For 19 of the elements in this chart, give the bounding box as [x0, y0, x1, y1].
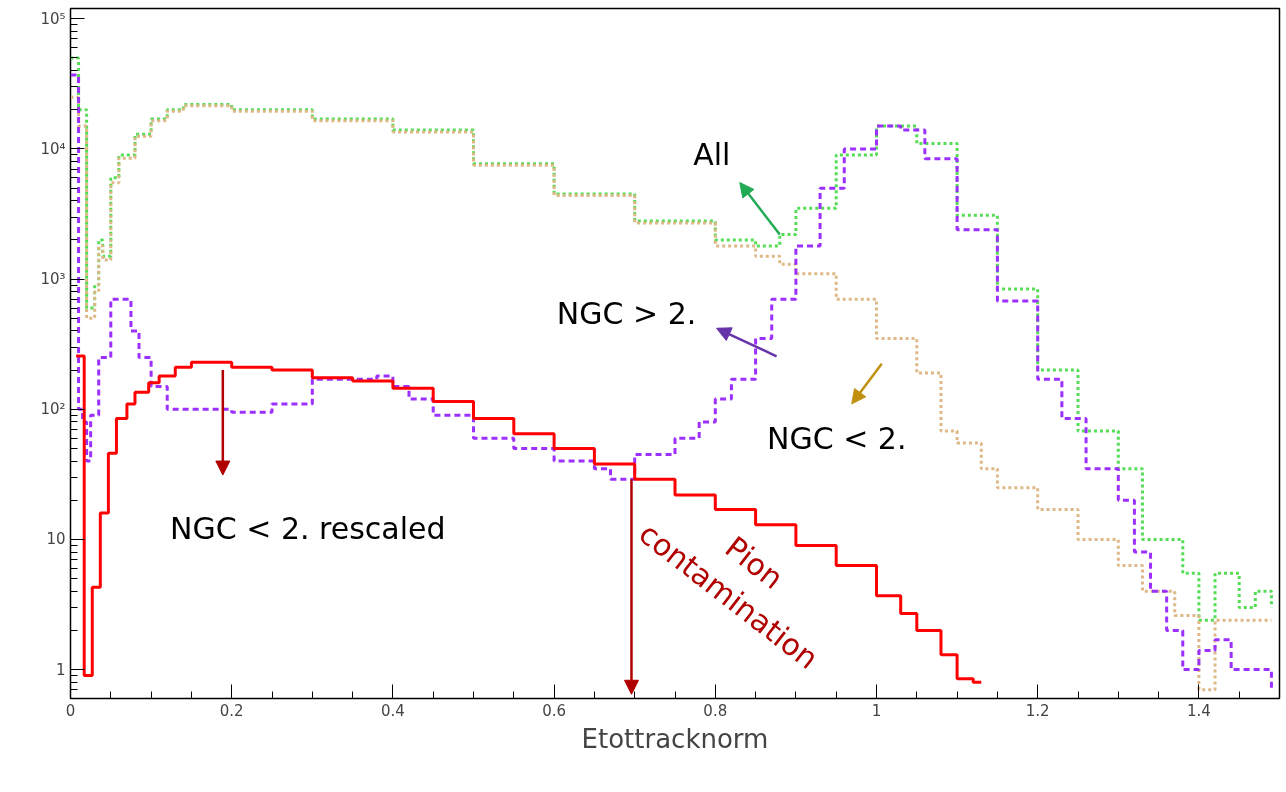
y-tick-label: 1 [55, 660, 66, 679]
y-tick-label: 10² [40, 400, 66, 419]
annotation: NGC > 2. [556, 295, 697, 331]
y-tick-label: 10⁴ [40, 139, 66, 158]
x-axis-title: Etottracknorm [581, 723, 769, 754]
x-tick-label: 0.6 [542, 701, 567, 720]
y-tick-label: 10³ [40, 270, 66, 289]
annotation: All [693, 137, 731, 173]
y-tick-label: 10 [46, 530, 66, 549]
y-tick-label: 10⁵ [40, 9, 66, 28]
annotation: NGC < 2. rescaled [170, 510, 446, 546]
x-tick-label: 0.4 [380, 701, 405, 720]
annotation: NGC < 2. [767, 421, 907, 457]
x-tick-label: 0 [65, 701, 76, 720]
x-tick-label: 1 [871, 701, 882, 720]
x-tick-label: 0.8 [703, 701, 728, 720]
x-tick-label: 1.4 [1186, 701, 1211, 720]
x-tick-label: 0.2 [219, 701, 244, 720]
x-tick-label: 1.2 [1025, 701, 1050, 720]
